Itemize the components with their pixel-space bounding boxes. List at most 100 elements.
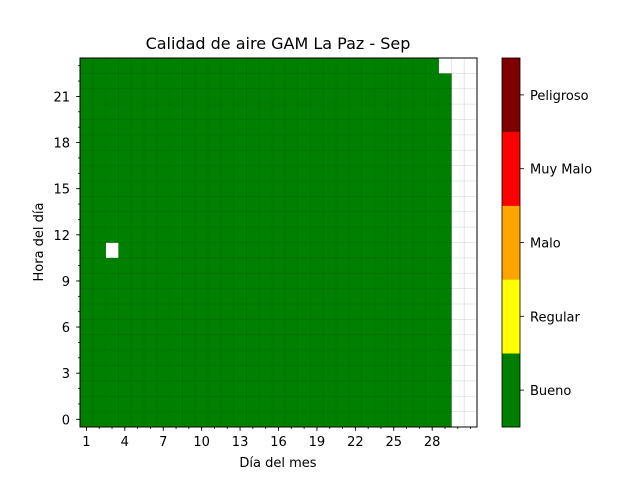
heatmap-cell xyxy=(284,181,299,197)
heatmap-cell xyxy=(336,58,350,74)
heatmap-cell xyxy=(297,273,311,289)
heatmap-cell xyxy=(310,380,324,397)
heatmap-cell xyxy=(336,88,350,105)
heatmap-cell xyxy=(310,119,324,136)
heatmap-cell xyxy=(169,396,183,412)
heatmap-cell xyxy=(144,181,158,197)
heatmap-cell xyxy=(169,242,183,259)
heatmap-cell xyxy=(105,227,119,243)
heatmap-cell xyxy=(208,242,222,259)
heatmap-cell xyxy=(400,257,414,274)
heatmap-cell xyxy=(208,150,222,166)
heatmap-cell xyxy=(387,119,401,136)
heatmap-cell xyxy=(425,288,439,305)
heatmap-cell xyxy=(92,334,106,351)
heatmap-cell xyxy=(284,288,299,305)
heatmap-cell xyxy=(118,181,132,197)
heatmap-cell xyxy=(387,319,401,336)
heatmap-cell xyxy=(144,58,158,74)
heatmap-cell xyxy=(272,73,286,90)
heatmap-cell xyxy=(80,150,94,166)
heatmap-cell xyxy=(220,334,234,351)
heatmap-cell xyxy=(336,196,350,213)
heatmap-cell xyxy=(92,181,106,197)
heatmap-cell xyxy=(259,88,273,105)
heatmap-cell xyxy=(118,104,132,120)
heatmap-cell xyxy=(131,196,145,213)
heatmap-cell xyxy=(259,227,273,243)
heatmap-cell xyxy=(182,227,196,243)
heatmap-cell xyxy=(105,211,119,228)
heatmap-cell xyxy=(169,165,183,182)
heatmap-cell xyxy=(208,350,222,366)
heatmap-cell xyxy=(233,181,247,197)
heatmap-cell xyxy=(361,304,375,320)
heatmap-cell xyxy=(297,150,311,166)
heatmap-cell xyxy=(80,211,94,228)
heatmap-cell xyxy=(336,411,350,428)
heatmap-cell xyxy=(105,104,119,120)
heatmap-cell xyxy=(195,334,209,351)
heatmap-cell xyxy=(361,181,375,197)
y-tick-label: 9 xyxy=(62,275,70,290)
heatmap-cell xyxy=(284,350,299,366)
heatmap-cell xyxy=(259,288,273,305)
heatmap-cell xyxy=(400,350,414,366)
heatmap-cell xyxy=(195,58,209,74)
heatmap-cell xyxy=(182,242,196,259)
heatmap-cell xyxy=(348,304,363,320)
heatmap-cell xyxy=(272,104,286,120)
heatmap-cell xyxy=(80,88,94,105)
heatmap-cell xyxy=(374,273,388,289)
heatmap-cell xyxy=(374,380,388,397)
heatmap-cell xyxy=(400,304,414,320)
heatmap-cell xyxy=(310,242,324,259)
colorbar-segment xyxy=(502,205,520,280)
heatmap-cell xyxy=(220,304,234,320)
heatmap-cell xyxy=(297,365,311,382)
heatmap-cell xyxy=(272,211,286,228)
heatmap-cell xyxy=(387,396,401,412)
heatmap-cell xyxy=(246,334,260,351)
heatmap-cell xyxy=(131,350,145,366)
heatmap-cell xyxy=(425,227,439,243)
heatmap-cell xyxy=(387,58,401,74)
heatmap-cell xyxy=(118,227,132,243)
heatmap-cell xyxy=(272,134,286,151)
heatmap-cell xyxy=(156,73,170,90)
heatmap-cell xyxy=(169,365,183,382)
heatmap-cell xyxy=(220,150,234,166)
heatmap-cell xyxy=(323,134,337,151)
heatmap-cell xyxy=(361,350,375,366)
heatmap-cell xyxy=(284,227,299,243)
heatmap-cell xyxy=(195,227,209,243)
heatmap-cell xyxy=(118,304,132,320)
heatmap-cell xyxy=(80,304,94,320)
heatmap-cell xyxy=(92,288,106,305)
heatmap-cell xyxy=(438,88,452,105)
heatmap-cell xyxy=(387,211,401,228)
heatmap-cell xyxy=(297,196,311,213)
heatmap-cell xyxy=(336,288,350,305)
heatmap-cell xyxy=(412,242,427,259)
heatmap-cell xyxy=(387,304,401,320)
heatmap-cell xyxy=(220,58,234,74)
heatmap-cell xyxy=(310,73,324,90)
heatmap-cell xyxy=(105,273,119,289)
heatmap-cell xyxy=(80,319,94,336)
heatmap-cell xyxy=(412,104,427,120)
heatmap-cell xyxy=(425,181,439,197)
heatmap-cell xyxy=(246,273,260,289)
heatmap-cell xyxy=(233,396,247,412)
heatmap-cell xyxy=(361,411,375,428)
heatmap-cell xyxy=(438,73,452,90)
colorbar-frame xyxy=(501,57,521,428)
heatmap-cell xyxy=(310,181,324,197)
heatmap-cell xyxy=(284,73,299,90)
heatmap-cell xyxy=(348,73,363,90)
heatmap-cell xyxy=(400,334,414,351)
heatmap-cell xyxy=(387,134,401,151)
heatmap-cell xyxy=(412,334,427,351)
heatmap-cell xyxy=(323,304,337,320)
heatmap-cell xyxy=(387,411,401,428)
